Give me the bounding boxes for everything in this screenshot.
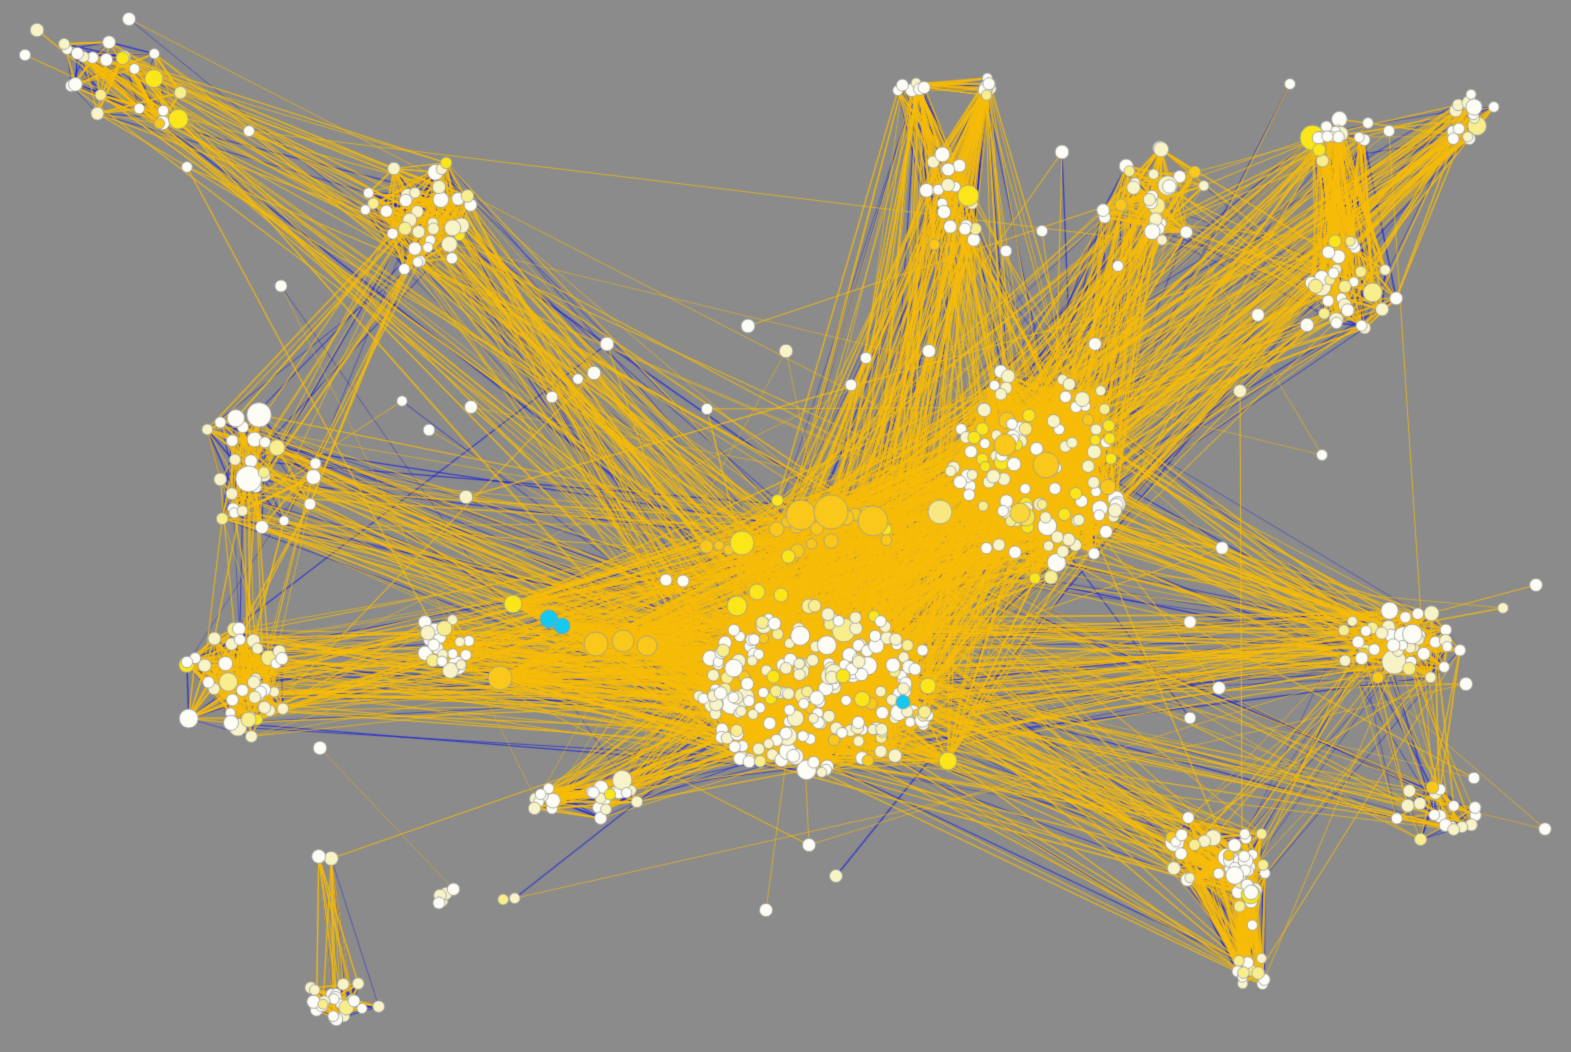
network-graph-plot [0,0,1571,1052]
network-graph-canvas [0,0,1571,1052]
